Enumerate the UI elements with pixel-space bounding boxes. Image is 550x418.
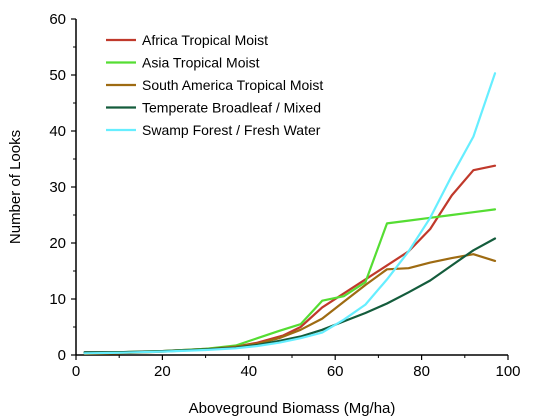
- x-tick-label: 40: [240, 363, 257, 380]
- x-axis-title: Aboveground Biomass (Mg/ha): [189, 400, 396, 417]
- legend-label-south-america-tropical-moist: South America Tropical Moist: [142, 77, 323, 93]
- y-tick-label: 50: [49, 67, 66, 84]
- x-tick-label: 0: [72, 363, 80, 380]
- x-ticks: 0 20 40 60 80 100: [72, 355, 521, 380]
- y-axis-title: Number of Looks: [7, 130, 24, 244]
- legend: Africa Tropical Moist Asia Tropical Moist…: [106, 32, 323, 138]
- series-line-swamp-forest-fresh-water: [83, 72, 497, 355]
- x-tick-label: 80: [413, 363, 430, 380]
- legend-label-temperate-broadleaf-mixed: Temperate Broadleaf / Mixed: [142, 100, 321, 116]
- x-tick-label: 100: [495, 363, 520, 380]
- y-tick-label: 10: [49, 291, 66, 308]
- y-ticks: 0 10 20 30 40 50 60: [49, 11, 76, 364]
- series-line-africa-tropical-moist: [83, 164, 497, 355]
- legend-label-asia-tropical-moist: Asia Tropical Moist: [142, 55, 260, 71]
- y-tick-label: 60: [49, 11, 66, 28]
- legend-label-swamp-forest-fresh-water: Swamp Forest / Fresh Water: [142, 122, 321, 138]
- series-lines: [83, 72, 497, 355]
- y-tick-label: 20: [49, 235, 66, 252]
- x-tick-label: 60: [327, 363, 344, 380]
- axes: [75, 19, 508, 356]
- legend-label-africa-tropical-moist: Africa Tropical Moist: [142, 32, 268, 48]
- y-tick-label: 30: [49, 179, 66, 196]
- y-tick-label: 0: [58, 347, 66, 364]
- x-tick-label: 20: [154, 363, 171, 380]
- y-tick-label: 40: [49, 123, 66, 140]
